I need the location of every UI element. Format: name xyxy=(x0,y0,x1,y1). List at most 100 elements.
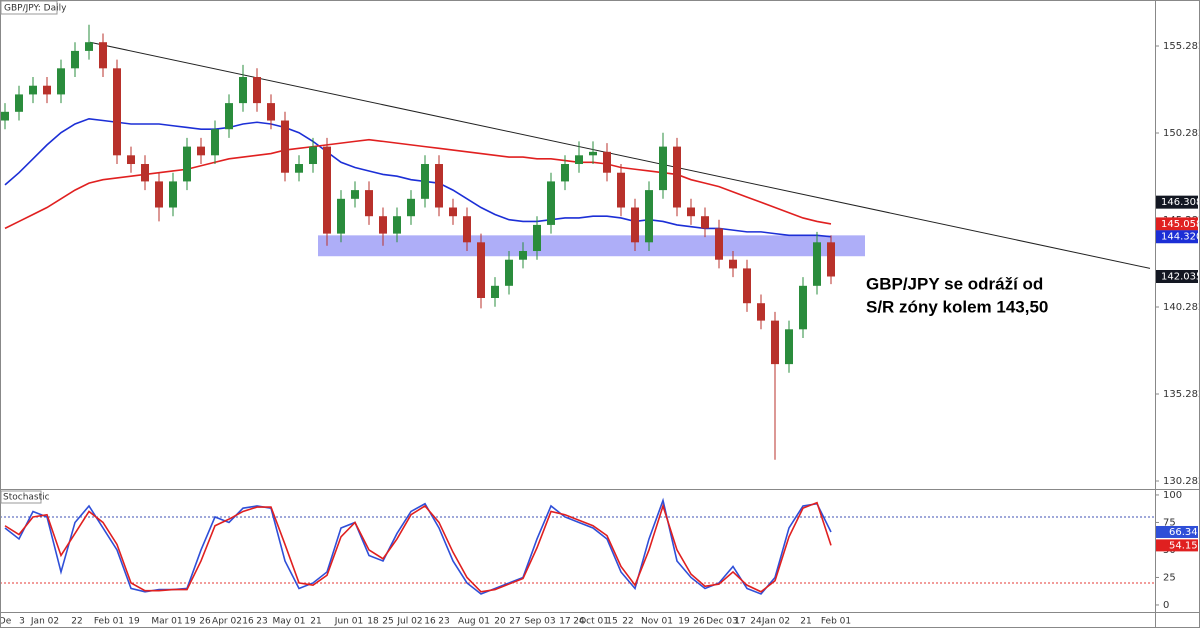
candle-body xyxy=(379,216,387,234)
price-tag xyxy=(1156,270,1198,284)
x-tick-label: 26 xyxy=(199,617,211,627)
sr-zone xyxy=(318,235,865,257)
candle-body xyxy=(547,181,555,225)
candle-body xyxy=(407,198,415,217)
candle-body xyxy=(351,190,359,199)
price-tag-label: 142.035 xyxy=(1161,272,1200,283)
candle-body xyxy=(435,164,443,208)
x-tick-label: 17 xyxy=(734,617,745,627)
candle-body xyxy=(225,103,233,130)
candle-body xyxy=(617,172,625,208)
x-tick-label: Oct 01 xyxy=(579,617,609,627)
candle-body xyxy=(309,146,317,165)
line xyxy=(4,117,832,238)
candle-body xyxy=(533,224,541,252)
x-tick-label: Feb 01 xyxy=(94,617,124,627)
x-tick-label: 23 xyxy=(438,617,449,627)
candle-body xyxy=(267,103,275,121)
x-tick-label: 22 xyxy=(622,617,633,627)
y-tick-label: 155.282 xyxy=(1163,41,1200,52)
annotation: GBP/JPY se odráží od xyxy=(866,274,1043,293)
candle-body xyxy=(449,207,457,217)
x-tick-label: De xyxy=(0,617,12,627)
value-tag-label: 66.34 xyxy=(1169,527,1198,538)
price-tag-label: 146.308 xyxy=(1161,197,1200,208)
candle-body xyxy=(71,50,79,69)
x-tick-label: 24 xyxy=(750,617,762,627)
candle-body xyxy=(491,285,499,298)
x-tick-label: 21 xyxy=(310,617,321,627)
y-tick-label: 100 xyxy=(1163,490,1182,501)
candle-body xyxy=(645,190,653,243)
x-tick-label: Apr 02 xyxy=(212,617,242,627)
x-tick-label: Aug 01 xyxy=(458,617,490,627)
x-tick-label: Jul 02 xyxy=(396,617,422,627)
candle-body xyxy=(393,216,401,234)
candle-body xyxy=(729,259,737,269)
candle-body xyxy=(785,329,793,365)
price-tag-label: 145.058 xyxy=(1161,219,1200,230)
candle-body xyxy=(281,120,289,173)
x-tick-label: Mar 01 xyxy=(151,617,182,627)
candle-body xyxy=(239,77,247,104)
y-tick-label: 150.282 xyxy=(1163,128,1200,139)
y-tick-label: 140.282 xyxy=(1163,302,1200,313)
stochastic-panel xyxy=(0,497,1155,595)
candle-body xyxy=(603,151,611,173)
price-tag xyxy=(1156,230,1198,244)
trendline xyxy=(89,41,1151,269)
candle-body xyxy=(589,151,597,156)
candle-body xyxy=(421,164,429,199)
candle-body xyxy=(295,164,303,173)
x-tick-label: Jan 02 xyxy=(30,617,59,627)
x-tick-label: 24 xyxy=(573,617,585,627)
candle-body xyxy=(15,94,23,112)
candle-body xyxy=(127,155,135,165)
x-tick-label: 19 xyxy=(184,617,196,627)
candle-body xyxy=(505,259,513,286)
y-tick-label: 25 xyxy=(1163,572,1176,583)
x-tick-label: Feb 01 xyxy=(821,617,851,627)
candle-body xyxy=(99,42,107,69)
candle-body xyxy=(757,303,765,321)
x-tick-label: 19 xyxy=(128,617,140,627)
y-tick-label: 130.282 xyxy=(1163,476,1200,487)
candle-body xyxy=(197,146,205,156)
candle-body xyxy=(519,251,527,260)
x-tick-label: Jun 01 xyxy=(334,617,363,627)
x-tick-label: 23 xyxy=(256,617,267,627)
x-tick-label: 16 xyxy=(242,617,254,627)
candle-body xyxy=(1,111,9,121)
x-tick-label: Nov 01 xyxy=(641,617,673,627)
candle-body xyxy=(771,320,779,365)
y-tick-label: 75 xyxy=(1163,517,1176,528)
candle-body xyxy=(687,207,695,217)
value-tag-label: 54.15 xyxy=(1169,540,1198,551)
candle-body xyxy=(743,268,751,304)
x-tick-label: Sep 03 xyxy=(524,617,555,627)
candle-body xyxy=(43,85,51,95)
line xyxy=(4,497,832,595)
candle-body xyxy=(701,216,709,229)
x-tick-label: 22 xyxy=(71,617,82,627)
title-box xyxy=(0,0,58,15)
chart-title: GBP/JPY: Daily xyxy=(4,4,67,14)
value-tag xyxy=(1156,525,1198,538)
y-tick-label: 0 xyxy=(1163,600,1169,611)
candle-body xyxy=(365,190,373,217)
y-tick-label: 135.282 xyxy=(1163,389,1200,400)
candle-body xyxy=(659,146,667,191)
price-tag xyxy=(1156,195,1198,209)
candle-body xyxy=(575,155,583,165)
main-panel xyxy=(1,24,1151,460)
candle-body xyxy=(183,146,191,182)
candle-body xyxy=(561,164,569,182)
candle-body xyxy=(211,129,219,156)
candle-body xyxy=(673,146,681,208)
x-tick-label: 17 xyxy=(559,617,570,627)
annotation: S/R zóny kolem 143,50 xyxy=(866,297,1048,316)
value-tag xyxy=(1156,539,1198,552)
candle-body xyxy=(29,85,37,95)
